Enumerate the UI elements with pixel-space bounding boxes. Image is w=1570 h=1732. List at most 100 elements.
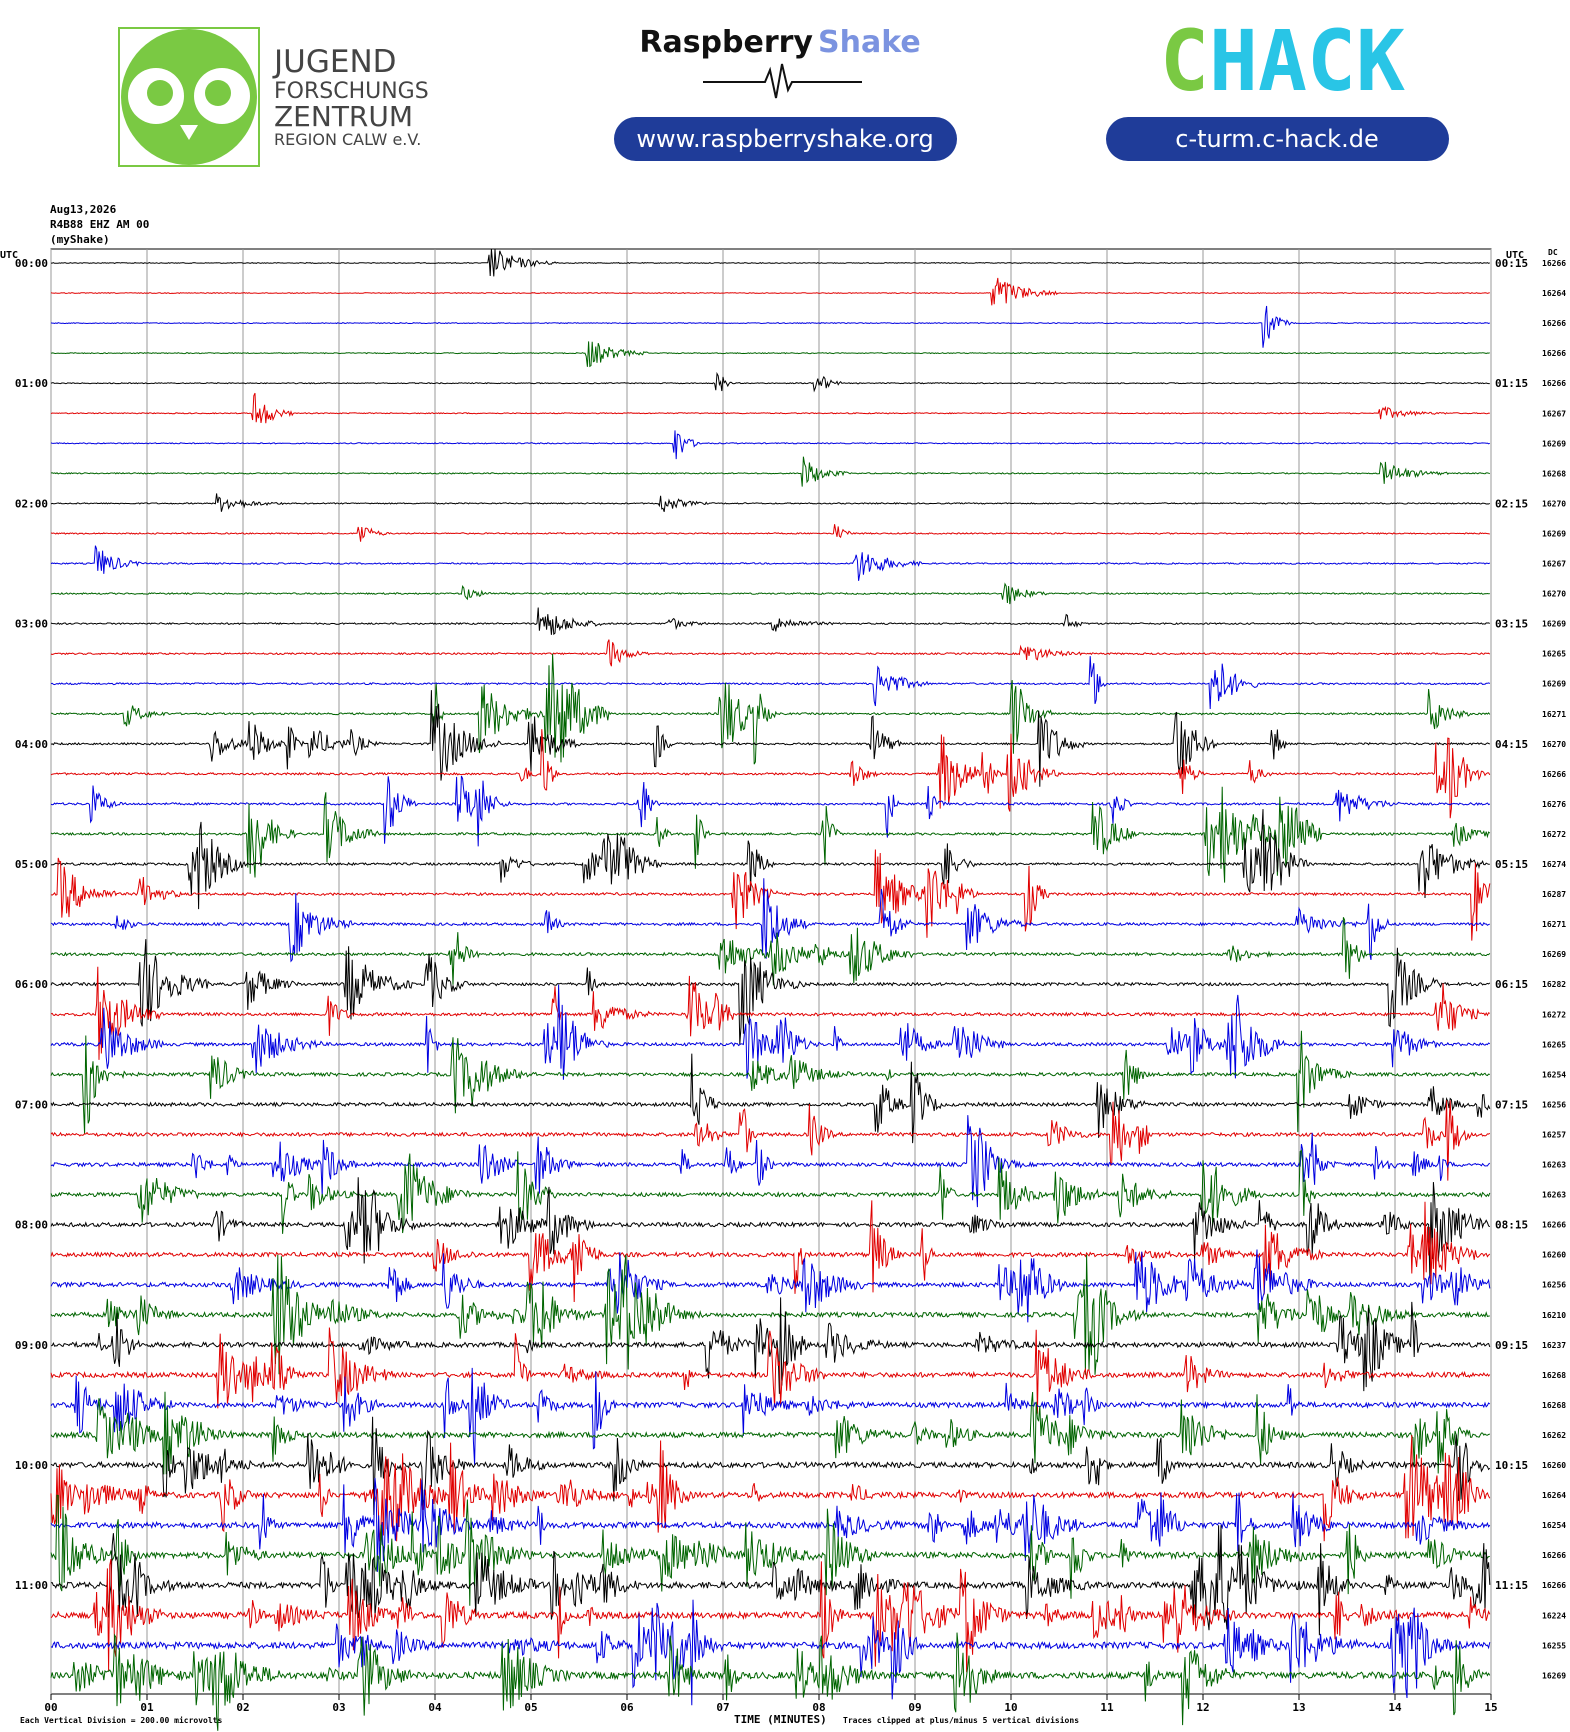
right-time-label: 06:15: [1495, 978, 1528, 991]
jfz-logo: JUGEND FORSCHUNGS ZENTRUM REGION CALW e.…: [118, 27, 429, 167]
jfz-text: JUGEND: [272, 44, 397, 80]
right-time-label: 02:15: [1495, 497, 1528, 510]
dc-value: 16267: [1542, 560, 1566, 569]
dc-value: 16237: [1542, 1341, 1566, 1350]
chack-pill: [1106, 117, 1449, 161]
x-tick-label: 04: [428, 1701, 442, 1714]
footer-right: Traces clipped at plus/minus 5 vertical …: [843, 1715, 1079, 1725]
dc-value: 16265: [1542, 650, 1566, 659]
right-time-label: 09:15: [1495, 1339, 1528, 1352]
dc-value: 16271: [1542, 710, 1566, 719]
trace: [50, 1249, 1491, 1323]
trace: [50, 1632, 1491, 1731]
left-time-label: 06:00: [15, 978, 48, 991]
x-tick-label: 03: [332, 1701, 345, 1714]
right-time-label: 01:15: [1495, 377, 1528, 390]
trace: [50, 545, 1491, 581]
trace: [50, 1477, 1491, 1572]
trace: [50, 917, 1491, 986]
dc-value: 16272: [1542, 1010, 1566, 1019]
dc-value: 16266: [1542, 770, 1566, 779]
x-tick-label: 14: [1388, 1701, 1402, 1714]
trace: [50, 305, 1491, 348]
dc-value: 16269: [1542, 529, 1566, 538]
x-tick-label: 11: [1100, 1701, 1114, 1714]
trace: [50, 371, 1490, 393]
x-tick-label: 05: [524, 1701, 537, 1714]
trace: [50, 1177, 1491, 1277]
trace: [51, 653, 1491, 765]
trace: [50, 1100, 1491, 1181]
dc-value: 16224: [1542, 1611, 1566, 1620]
x-tick-label: 01: [140, 1701, 154, 1714]
utc-title: UTC: [0, 250, 18, 261]
dc-value: 16263: [1542, 1191, 1566, 1200]
right-time-label: 03:15: [1495, 618, 1528, 631]
jfz-text: ZENTRUM: [274, 100, 413, 133]
dc-value: 16270: [1542, 740, 1566, 749]
plot-frame: [50, 248, 1492, 1695]
dc-value: 16264: [1542, 1491, 1566, 1500]
trace: [50, 984, 1491, 1080]
left-time-label: 11:00: [15, 1579, 48, 1592]
jfz-text: REGION CALW e.V.: [274, 130, 421, 149]
trace: [50, 1149, 1491, 1234]
station-info: (myShake): [50, 233, 110, 246]
dc-value: 16255: [1542, 1641, 1566, 1650]
dc-value: 16268: [1542, 469, 1566, 478]
dc-value: 16272: [1542, 830, 1566, 839]
dc-value: 16263: [1542, 1161, 1566, 1170]
x-tick-label: 09: [908, 1701, 921, 1714]
trace: [50, 1434, 1491, 1542]
x-tick-label: 13: [1292, 1701, 1305, 1714]
left-time-label: 03:00: [15, 618, 48, 631]
x-tick-label: 00: [44, 1701, 57, 1714]
left-time-label: 01:00: [15, 377, 48, 390]
x-axis-title: TIME (MINUTES): [734, 1713, 827, 1726]
trace: [50, 809, 1490, 910]
x-tick-label: 10: [1004, 1701, 1017, 1714]
station-info: R4B88 EHZ AM 00: [50, 218, 149, 231]
trace: [50, 607, 1490, 636]
right-time-label: 00:15: [1495, 257, 1528, 270]
trace: [50, 1327, 1491, 1414]
right-time-label: 04:15: [1495, 738, 1528, 751]
dc-value: 16269: [1542, 680, 1566, 689]
rs-pill: [614, 117, 957, 161]
x-tick-label: 07: [716, 1701, 729, 1714]
helicorder: Aug13,2026 R4B88 EHZ AM 00 (myShake) UTC UTC…: [0, 203, 1566, 1731]
trace: [50, 1558, 1491, 1673]
trace: [50, 1030, 1490, 1135]
left-time-label: 00:00: [15, 257, 48, 270]
trace: [50, 1525, 1491, 1636]
right-time-label: 08:15: [1495, 1219, 1528, 1232]
dc-value: 16266: [1542, 349, 1566, 358]
trace: [50, 277, 1490, 306]
trace: [50, 1599, 1491, 1706]
rs-url: www.raspberryshake.org: [636, 125, 933, 153]
dc-value: 16271: [1542, 920, 1566, 929]
dc-value: 16270: [1542, 499, 1566, 508]
trace: [50, 1254, 1490, 1375]
trace: [50, 1200, 1491, 1303]
left-time-label: 08:00: [15, 1219, 48, 1232]
trace: [50, 878, 1490, 963]
left-time-label: 09:00: [15, 1339, 48, 1352]
trace: [50, 582, 1490, 605]
dc-value: 16257: [1542, 1130, 1566, 1139]
trace: [50, 1053, 1491, 1144]
right-time-label: 10:15: [1495, 1459, 1528, 1472]
trace: [50, 456, 1490, 487]
rs-word: Raspberry: [639, 25, 813, 60]
dc-value: 16260: [1542, 1251, 1566, 1260]
trace: [50, 656, 1491, 710]
dc-value: 16269: [1542, 439, 1566, 448]
left-time-label: 05:00: [15, 858, 48, 871]
dc-value: 16268: [1542, 1401, 1566, 1410]
trace: [50, 849, 1491, 941]
trace: [50, 966, 1491, 1060]
dc-value: 16266: [1542, 319, 1566, 328]
trace: [50, 786, 1491, 883]
trace: [50, 1367, 1491, 1465]
trace: [50, 392, 1490, 424]
